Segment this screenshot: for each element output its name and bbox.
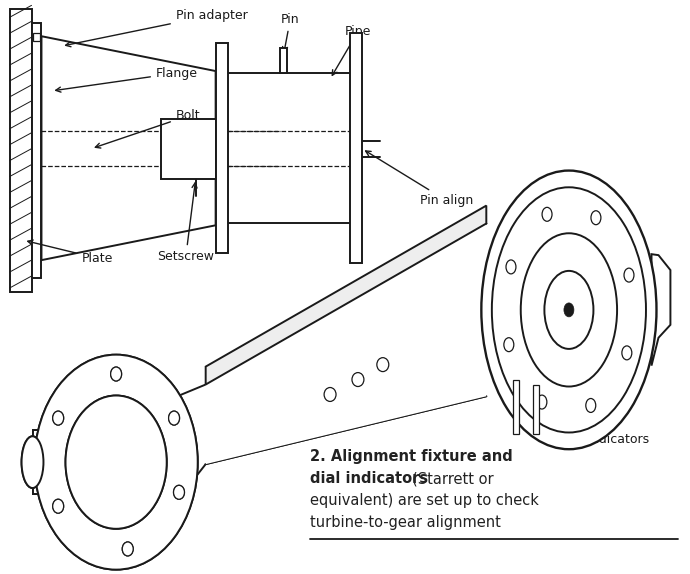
Text: Pipe: Pipe	[333, 25, 371, 75]
Ellipse shape	[537, 395, 547, 409]
Text: Setscrew: Setscrew	[157, 183, 215, 263]
Ellipse shape	[52, 499, 63, 513]
Ellipse shape	[542, 207, 552, 222]
Text: dial indicators: dial indicators	[310, 471, 433, 486]
Polygon shape	[32, 430, 43, 494]
Ellipse shape	[122, 542, 133, 556]
Text: Pin align: Pin align	[366, 151, 473, 207]
Bar	[32, 24, 41, 278]
Text: equivalent) are set up to check: equivalent) are set up to check	[310, 493, 539, 508]
Bar	[161, 119, 216, 179]
Bar	[216, 43, 228, 253]
Polygon shape	[206, 223, 486, 464]
Ellipse shape	[591, 211, 601, 224]
Ellipse shape	[168, 411, 179, 425]
Ellipse shape	[622, 346, 632, 360]
Ellipse shape	[564, 303, 574, 317]
Ellipse shape	[21, 436, 43, 488]
Text: Pin adapter: Pin adapter	[66, 9, 248, 46]
Text: Flange: Flange	[56, 67, 198, 92]
Ellipse shape	[624, 268, 634, 282]
Text: turbine-to-gear alignment: turbine-to-gear alignment	[310, 515, 501, 530]
Polygon shape	[206, 205, 486, 385]
Ellipse shape	[21, 436, 43, 488]
Text: Plate: Plate	[28, 240, 112, 265]
Ellipse shape	[352, 373, 364, 386]
Ellipse shape	[173, 486, 184, 499]
Bar	[350, 33, 362, 263]
Bar	[280, 48, 287, 73]
Text: Bolt: Bolt	[95, 109, 201, 148]
Ellipse shape	[110, 367, 121, 381]
Ellipse shape	[168, 411, 179, 425]
Ellipse shape	[544, 271, 593, 349]
Ellipse shape	[504, 338, 514, 352]
Ellipse shape	[377, 358, 388, 371]
Ellipse shape	[586, 398, 595, 413]
Ellipse shape	[492, 187, 646, 432]
Ellipse shape	[66, 395, 167, 529]
Ellipse shape	[506, 260, 516, 274]
Ellipse shape	[521, 233, 617, 386]
Bar	[513, 379, 520, 435]
Ellipse shape	[34, 355, 198, 569]
Ellipse shape	[52, 411, 63, 425]
Ellipse shape	[122, 542, 133, 556]
Ellipse shape	[66, 395, 167, 529]
Ellipse shape	[482, 170, 656, 449]
Bar	[533, 385, 540, 435]
Text: 2. Alignment fixture and: 2. Alignment fixture and	[310, 449, 513, 464]
Text: (Starrett or: (Starrett or	[412, 471, 493, 486]
Ellipse shape	[324, 387, 336, 401]
Ellipse shape	[52, 411, 63, 425]
Bar	[10, 9, 32, 292]
Text: Dial indicators: Dial indicators	[558, 397, 649, 446]
Polygon shape	[41, 36, 216, 260]
Text: Pin: Pin	[281, 13, 299, 52]
Ellipse shape	[110, 367, 121, 381]
Ellipse shape	[34, 355, 198, 569]
Bar	[32, 33, 41, 41]
Ellipse shape	[52, 499, 63, 513]
Polygon shape	[32, 430, 43, 494]
Ellipse shape	[173, 486, 184, 499]
Polygon shape	[651, 254, 671, 366]
